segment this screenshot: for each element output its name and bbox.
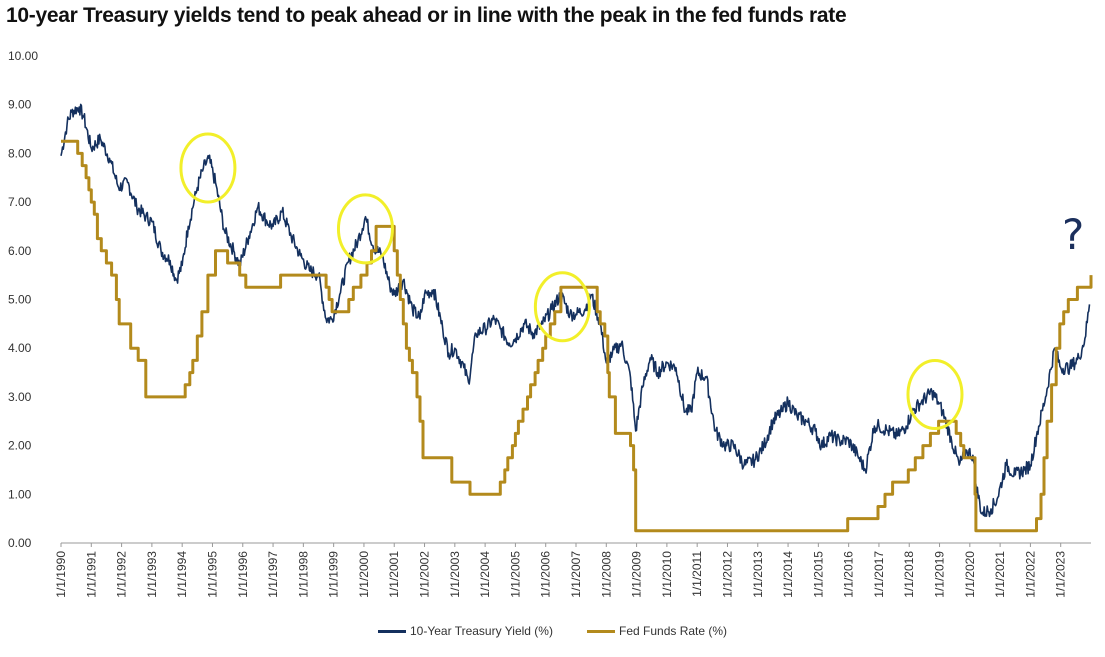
- fed-funds-rate-line: [61, 139, 1093, 533]
- y-tick-label: 1.00: [8, 487, 32, 501]
- x-axis: 1/1/1990 1/1/1991 1/1/1992 1/1/1993 1/1/1994…: [54, 542, 1091, 598]
- x-tick-label: 1/1/1997: [266, 551, 280, 598]
- x-tick-label: 1/1/1996: [236, 551, 250, 598]
- x-tick-label: 1/1/2018: [902, 551, 916, 598]
- x-tick-label: 1/1/2010: [660, 551, 674, 598]
- x-tick-label: 1/1/2023: [1054, 551, 1068, 598]
- x-tick-label: 1/1/2006: [539, 551, 553, 598]
- x-tick-label: 1/1/2003: [448, 551, 462, 598]
- x-tick-label: 1/1/2005: [508, 551, 522, 598]
- x-tick-label: 1/1/2019: [933, 551, 947, 598]
- x-tick-label: 1/1/2014: [781, 551, 795, 598]
- x-tick-label: 1/1/2022: [1023, 551, 1037, 598]
- x-tick-label: 1/1/1994: [175, 551, 189, 598]
- x-tick-label: 1/1/1991: [84, 551, 98, 598]
- x-tick-label: 1/1/2004: [478, 551, 492, 598]
- x-tick-label: 1/1/2020: [963, 551, 977, 598]
- legend-swatch-treasury: [378, 629, 406, 633]
- x-tick-label: 1/1/2009: [630, 551, 644, 598]
- annotation-layer: [179, 132, 964, 430]
- y-tick-label: 0.00: [8, 536, 32, 550]
- y-tick-label: 7.00: [8, 195, 32, 209]
- x-tick-label: 1/1/1998: [296, 551, 310, 598]
- legend-label-treasury: 10-Year Treasury Yield (%): [410, 624, 553, 638]
- legend-label-fedfunds: Fed Funds Rate (%): [619, 624, 728, 638]
- y-tick-label: 8.00: [8, 146, 32, 160]
- treasury-yield-line: [60, 103, 1091, 518]
- peak-highlight-circle: [179, 132, 237, 204]
- peak-highlight-circle: [906, 358, 964, 430]
- question-mark-annotation: ?: [1062, 210, 1085, 259]
- x-tick-label: 1/1/2016: [842, 551, 856, 598]
- x-tick-label: 1/1/1999: [327, 551, 341, 598]
- series-layer: [60, 103, 1093, 533]
- x-tick-label: 1/1/2015: [811, 551, 825, 598]
- peak-highlight-circle: [336, 193, 394, 265]
- x-tick-label: 1/1/2012: [720, 551, 734, 598]
- peak-highlight-circle: [533, 271, 591, 343]
- x-tick-label: 1/1/2017: [872, 551, 886, 598]
- y-tick-label: 2.00: [8, 439, 32, 453]
- x-tick-label: 1/1/2007: [569, 551, 583, 598]
- legend-item-treasury: 10-Year Treasury Yield (%): [378, 624, 553, 638]
- x-tick-label: 1/1/2013: [751, 551, 765, 598]
- legend: 10-Year Treasury Yield (%) Fed Funds Rat…: [0, 624, 1105, 646]
- legend-item-fedfunds: Fed Funds Rate (%): [587, 624, 727, 638]
- x-tick-label: 1/1/1990: [54, 551, 68, 598]
- y-tick-label: 9.00: [8, 98, 32, 112]
- y-tick-label: 3.00: [8, 390, 32, 404]
- x-tick-label: 1/1/2021: [993, 551, 1007, 598]
- x-tick-label: 1/1/2011: [690, 551, 704, 597]
- chart-title: 10-year Treasury yields tend to peak ahe…: [6, 4, 847, 27]
- y-tick-label: 6.00: [8, 244, 32, 258]
- x-tick-label: 1/1/2008: [599, 551, 613, 598]
- x-tick-label: 1/1/2000: [357, 551, 371, 598]
- x-tick-label: 1/1/1995: [205, 551, 219, 598]
- x-tick-label: 1/1/2002: [418, 551, 432, 598]
- y-axis: 0.00 1.00 2.00 3.00 4.00 5.00 6.00 7.00 8.00 9.00…: [8, 49, 38, 550]
- y-tick-label: 10.00: [8, 49, 38, 63]
- x-tick-label: 1/1/1993: [145, 551, 159, 598]
- x-tick-label: 1/1/1992: [115, 551, 129, 598]
- legend-swatch-fedfunds: [587, 629, 615, 633]
- y-tick-label: 5.00: [8, 293, 32, 307]
- x-tick-label: 1/1/2001: [387, 551, 401, 598]
- y-tick-label: 4.00: [8, 341, 32, 355]
